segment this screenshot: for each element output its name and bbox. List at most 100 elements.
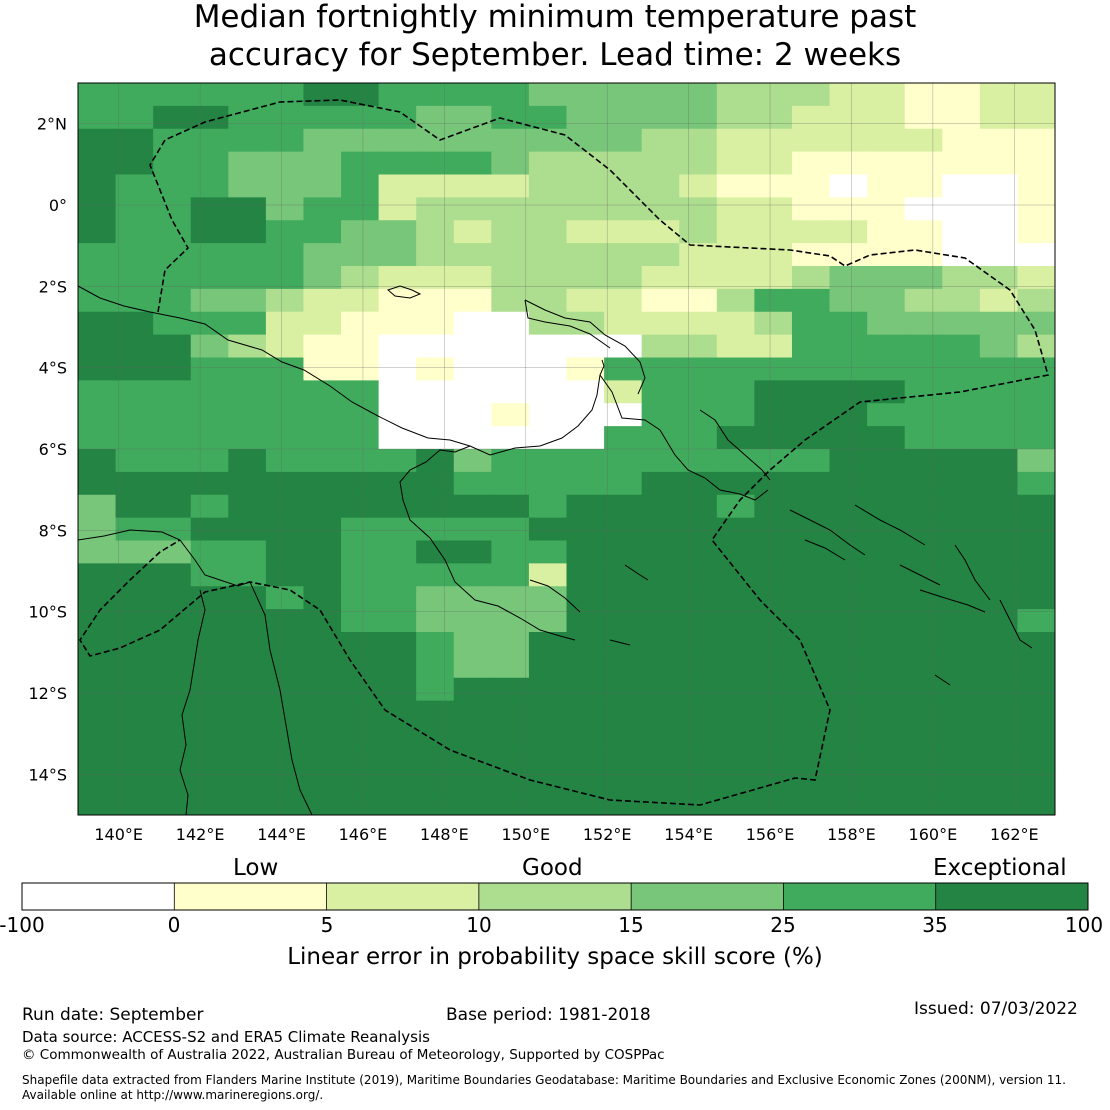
grid-cell	[566, 151, 605, 176]
grid-cell	[416, 380, 455, 404]
grid-cell	[153, 403, 192, 427]
colorbar-tick: 0	[167, 913, 181, 937]
grid-cell	[942, 288, 981, 313]
grid-cell	[341, 243, 380, 267]
grid-cell	[829, 266, 868, 290]
grid-cell	[754, 151, 793, 176]
grid-cell	[829, 517, 868, 542]
longitude-tick-label: 140°E	[94, 825, 143, 844]
grid-cell	[265, 746, 305, 770]
grid-cell	[228, 654, 267, 679]
grid-cell	[566, 105, 605, 130]
colorbar-tick: -100	[0, 913, 45, 937]
grid-cell	[566, 586, 605, 610]
grid-cell	[528, 609, 568, 633]
grid-cell	[491, 723, 530, 747]
grid-cell	[566, 243, 605, 267]
grid-cell	[979, 654, 1019, 679]
grid-cell	[303, 563, 342, 587]
grid-cell	[491, 471, 530, 496]
grid-cell	[566, 746, 605, 770]
grid-cell	[453, 677, 492, 702]
graticule	[78, 83, 1055, 815]
grid-cell	[791, 677, 831, 702]
grid-cell	[604, 746, 643, 770]
grid-cell	[265, 517, 305, 542]
grid-cell	[416, 403, 455, 427]
grid-cell	[416, 654, 455, 679]
grid-cell	[754, 609, 793, 633]
grid-cell	[341, 540, 380, 564]
grid-cell	[641, 517, 680, 542]
louisiade-islands	[529, 564, 649, 646]
grid-cell	[153, 334, 192, 359]
grid-cell	[378, 403, 417, 427]
grid-cell	[153, 220, 192, 244]
grid-cell	[791, 792, 831, 815]
grid-cell	[791, 151, 831, 176]
grid-cell	[228, 220, 267, 244]
grid-cell	[566, 266, 605, 290]
grid-cell	[679, 746, 718, 770]
grid-cell	[942, 197, 981, 221]
grid-cell	[829, 654, 868, 679]
eez-boundaries	[79, 99, 1050, 806]
grid-cell	[791, 540, 831, 564]
grid-cell	[341, 105, 380, 130]
grid-cell	[979, 792, 1019, 815]
grid-cell	[904, 540, 943, 564]
grid-cell	[1017, 517, 1055, 542]
grid-cell	[491, 426, 530, 450]
grid-cell	[604, 403, 643, 427]
grid-cell	[528, 517, 568, 542]
grid-cell	[303, 197, 342, 221]
grid-cell	[453, 654, 492, 679]
grid-cell	[754, 494, 793, 519]
grid-cell	[228, 128, 267, 153]
grid-cell	[641, 380, 680, 404]
grid-cell	[791, 609, 831, 633]
grid-cell	[190, 83, 229, 107]
grid-cell	[904, 677, 943, 702]
grid-cell	[791, 632, 831, 656]
grid-cell	[228, 151, 267, 176]
grid-cell	[867, 494, 906, 519]
colorbar-tick: 10	[466, 913, 492, 937]
grid-cell	[942, 403, 981, 427]
grid-cell	[1017, 494, 1055, 519]
grid-cell	[791, 220, 831, 244]
grid-cell	[566, 311, 605, 336]
grid-cell	[942, 105, 981, 130]
grid-cell	[115, 723, 154, 747]
grid-cell	[115, 654, 154, 679]
grid-cell	[754, 311, 793, 336]
grid-cell	[78, 769, 117, 793]
grid-cell	[1017, 288, 1055, 313]
grid-cell	[190, 128, 229, 153]
grid-cell	[604, 769, 643, 793]
grid-cell	[566, 677, 605, 702]
grid-cell	[528, 334, 568, 359]
grid-cell	[528, 632, 568, 656]
grid-cell	[303, 311, 342, 336]
grid-cell	[115, 746, 154, 770]
grid-cell	[78, 334, 117, 359]
grid-cell	[416, 266, 455, 290]
grid-cell	[265, 494, 305, 519]
new-guinea-coastline	[78, 285, 769, 641]
grid-cell	[566, 288, 605, 313]
grid-cell	[604, 288, 643, 313]
grid-cell	[754, 700, 793, 725]
grid-cell	[303, 449, 342, 473]
grid-cell	[1017, 609, 1055, 633]
longitude-tick-label: 154°E	[664, 825, 713, 844]
grid-cell	[491, 83, 530, 107]
colorbar-tick: 15	[618, 913, 644, 937]
grid-cell	[78, 357, 117, 381]
grid-cell	[228, 677, 267, 702]
grid-cell	[303, 220, 342, 244]
grid-cell	[604, 243, 643, 267]
grid-cell	[604, 426, 643, 450]
grid-cell	[867, 700, 906, 725]
